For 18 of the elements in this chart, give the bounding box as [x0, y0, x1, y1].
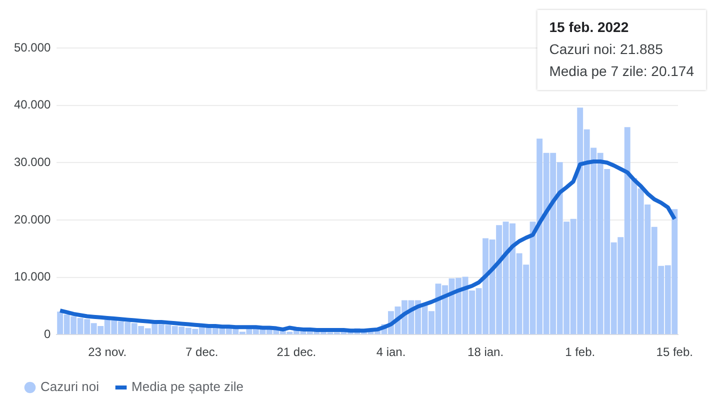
x-tick-label: 15 feb.	[656, 345, 693, 360]
x-tick-label: 21 dec.	[276, 345, 316, 360]
annotation: Media pe 7 zile: 20.174	[549, 62, 694, 79]
legend-label: Media pe șapte zile	[132, 379, 244, 394]
y-tick-label: 40.000	[14, 98, 52, 112]
legend-label: Cazuri noi	[40, 379, 100, 394]
text: 15 feb. 2022	[549, 18, 629, 35]
x-tick-label: 4 ian.	[376, 345, 406, 360]
x-tick-label: 7 dec.	[186, 345, 218, 360]
annotation: Cazuri noi: 21.885	[549, 40, 664, 57]
y-tick-label: 50.000	[14, 40, 52, 54]
y-tick-label: 30.000	[14, 154, 52, 169]
y-tick-label: 0	[44, 326, 52, 341]
x-tick-label: 18 ian.	[468, 345, 504, 360]
x-tick-label: 1 feb.	[565, 345, 596, 360]
y-tick-label: 20.000	[14, 212, 52, 226]
y-tick-label: 10.000	[14, 270, 52, 284]
x-tick-label: 23 nov.	[88, 345, 127, 360]
